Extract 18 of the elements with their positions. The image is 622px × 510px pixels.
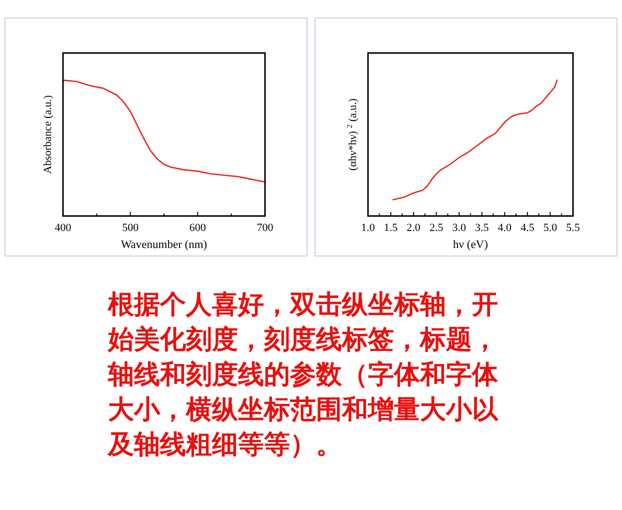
y-axis-title: Absorbance (a.u.) [42,94,54,174]
x-axis-title: hν (eV) [453,239,488,251]
x-tick-label: 3.0 [452,222,466,234]
x-tick-label: 400 [54,222,72,234]
x-tick-label: 3.5 [475,222,490,234]
x-tick-label: 2.5 [429,222,444,234]
x-tick-label: 5.5 [566,222,580,234]
x-tick-label: 700 [256,222,274,234]
x-tick-label: 1.0 [361,222,376,234]
x-tick-label: 4.5 [520,222,535,234]
x-tick-label: 2.0 [406,222,421,234]
x-axis-title: Wavenumber (nm) [120,239,208,251]
x-tick-label: 1.5 [384,222,398,234]
x-tick-label: 500 [122,222,140,234]
x-tick-label: 600 [189,222,206,234]
text: 根据个人喜好，双击纵坐标轴，开始美化刻度，刻度线标签，标题，轴线和刻度线的参数（字体和字体大小，横纵坐标范围和增量大小以及轴线粗细等等）。 [108,289,500,462]
x-tick-label: 5.0 [543,222,558,234]
x-tick-label: 4.0 [498,222,512,234]
